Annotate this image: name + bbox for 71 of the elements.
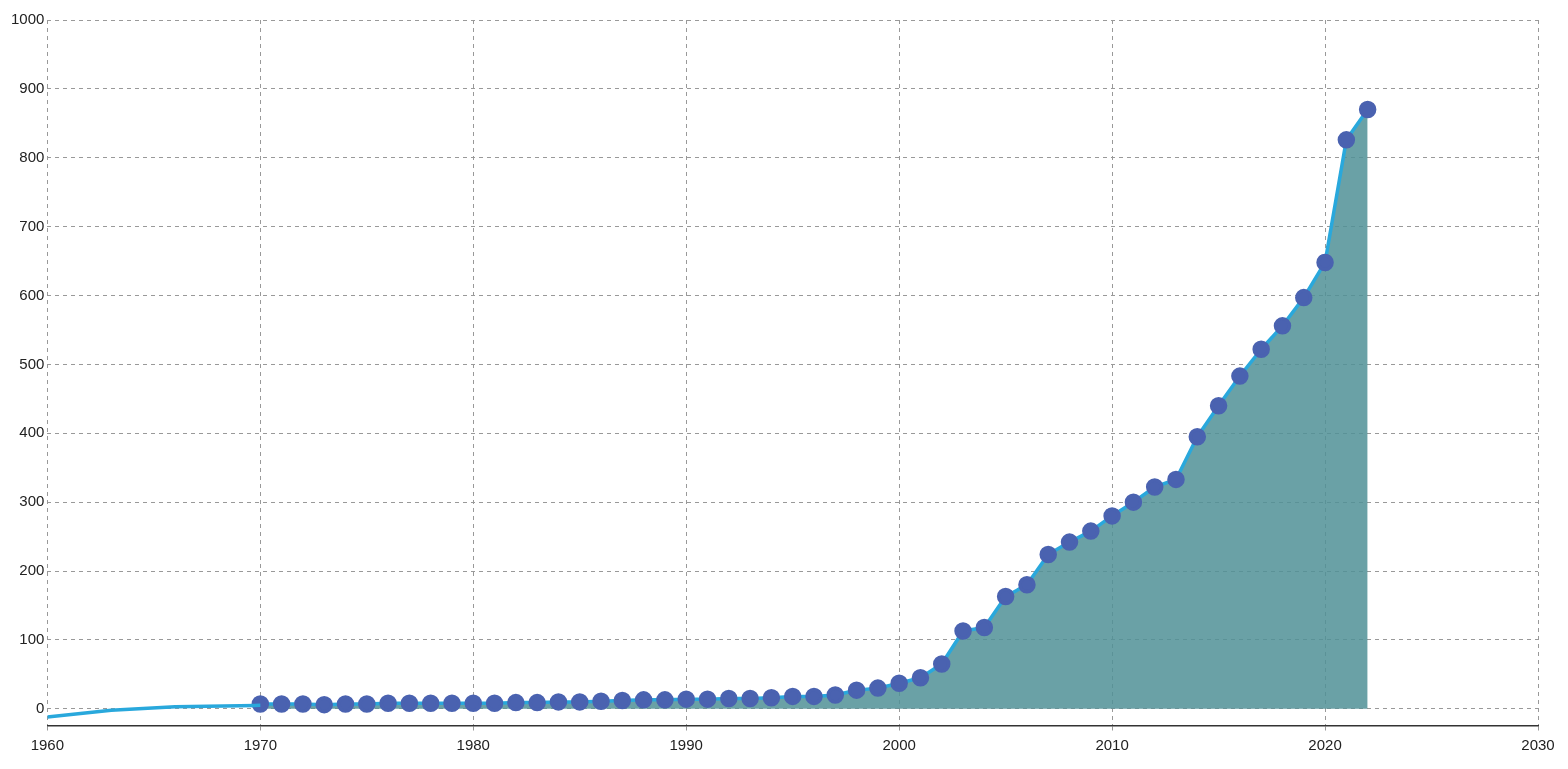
point	[847, 681, 866, 699]
x-tick-label: 2020	[1308, 736, 1342, 754]
point	[783, 687, 802, 706]
x-tick-label: 2010	[1095, 736, 1129, 754]
point	[1103, 507, 1121, 525]
point	[698, 690, 717, 708]
point	[1124, 493, 1143, 511]
y-tick-label: 700	[19, 216, 45, 234]
point	[294, 695, 312, 713]
point	[485, 694, 504, 713]
point	[315, 695, 333, 714]
point	[507, 693, 525, 712]
point	[1273, 317, 1292, 335]
x-tick-label: 1970	[243, 736, 277, 754]
point	[911, 669, 930, 687]
point	[890, 674, 908, 693]
point	[869, 679, 887, 697]
y-tick-label: 1000	[10, 10, 45, 28]
x-tick-label: 1990	[669, 736, 703, 754]
point	[1209, 396, 1228, 415]
point	[464, 694, 483, 713]
y-tick-label: 300	[19, 492, 45, 510]
point	[1316, 253, 1334, 272]
y-tick-label: 0	[36, 698, 45, 716]
y-tick-label: 800	[19, 147, 45, 165]
point	[1337, 131, 1356, 149]
y-tick-label: 400	[19, 423, 45, 441]
point	[592, 692, 610, 710]
point	[400, 694, 419, 713]
point	[1231, 367, 1249, 385]
point	[1358, 100, 1377, 119]
point	[677, 690, 695, 708]
point	[762, 689, 781, 707]
point	[528, 693, 546, 712]
point	[570, 693, 589, 711]
point	[421, 694, 440, 713]
point	[634, 691, 653, 709]
x-tick-label: 2030	[1521, 736, 1555, 754]
point	[975, 618, 994, 637]
point	[272, 695, 291, 713]
point	[1060, 533, 1079, 551]
y-tick-label: 200	[19, 561, 45, 579]
point	[379, 694, 397, 713]
point	[1252, 340, 1270, 358]
point	[358, 695, 376, 713]
point	[741, 689, 759, 708]
point	[933, 655, 951, 673]
point	[613, 691, 632, 710]
x-tick-label: 1980	[456, 736, 490, 754]
point	[336, 695, 355, 713]
y-tick-label: 600	[19, 285, 45, 303]
point	[720, 689, 738, 708]
point	[549, 693, 568, 711]
point	[996, 587, 1015, 606]
point	[1188, 427, 1207, 446]
x-tick-label: 1960	[30, 736, 65, 754]
point	[1039, 545, 1057, 564]
point	[443, 694, 461, 713]
y-tick-label: 900	[19, 79, 45, 97]
point	[656, 691, 674, 709]
x-tick-label: 2000	[882, 736, 916, 754]
point	[1167, 470, 1185, 489]
point	[1018, 576, 1036, 594]
point	[1145, 478, 1164, 496]
point	[1082, 522, 1100, 540]
point	[805, 687, 823, 706]
y-tick-label: 500	[19, 354, 45, 372]
point	[826, 686, 845, 704]
point	[1295, 288, 1313, 307]
y-tick-label: 100	[19, 630, 45, 648]
point	[954, 622, 972, 640]
